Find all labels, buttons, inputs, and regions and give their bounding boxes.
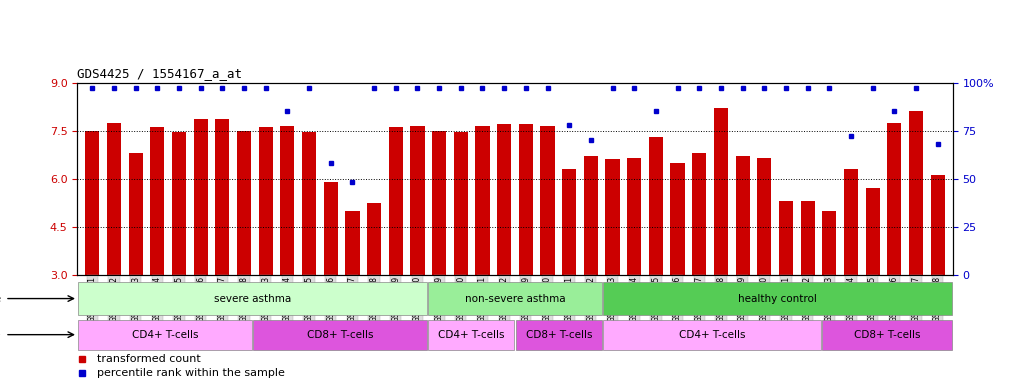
Bar [584,156,597,275]
Bar [410,126,424,275]
Bar [757,158,771,275]
Bar [649,137,663,275]
Text: non-severe asthma: non-severe asthma [465,293,565,304]
Bar [800,201,815,275]
Bar [604,282,952,315]
Bar [671,162,685,275]
Bar [604,319,821,350]
Bar [562,169,576,275]
Bar [107,122,122,275]
Bar [85,131,100,275]
Bar [253,319,426,350]
Bar [714,108,728,275]
Bar [428,319,514,350]
Bar [172,132,186,275]
Bar [497,124,511,275]
Bar [822,319,952,350]
Text: CD4+ T-cells: CD4+ T-cells [679,329,746,340]
Bar [367,203,381,275]
Bar [78,319,251,350]
Bar [822,210,836,275]
Bar [215,119,230,275]
Bar [454,132,468,275]
Bar [428,282,602,315]
Text: severe asthma: severe asthma [214,293,291,304]
Text: GDS4425 / 1554167_a_at: GDS4425 / 1554167_a_at [77,67,242,80]
Bar [476,126,489,275]
Bar [844,169,858,275]
Bar [433,131,446,275]
Bar [779,201,793,275]
Text: CD4+ T-cells: CD4+ T-cells [132,329,198,340]
Text: CD4+ T-cells: CD4+ T-cells [438,329,505,340]
Bar [516,319,602,350]
Text: CD8+ T-cells: CD8+ T-cells [525,329,592,340]
Bar [519,124,533,275]
Bar [345,210,359,275]
Text: CD8+ T-cells: CD8+ T-cells [307,329,373,340]
Bar [930,175,945,275]
Bar [78,282,426,315]
Bar [388,127,403,275]
Bar [865,188,880,275]
Bar [323,182,338,275]
Bar [908,111,923,275]
Text: percentile rank within the sample: percentile rank within the sample [97,368,284,378]
Bar [129,153,143,275]
Bar [606,159,620,275]
Bar [280,126,295,275]
Text: CD8+ T-cells: CD8+ T-cells [854,329,921,340]
Bar [735,156,750,275]
Text: healthy control: healthy control [739,293,817,304]
Bar [541,126,554,275]
Bar [150,127,165,275]
Bar [259,127,273,275]
Bar [887,122,901,275]
Bar [692,153,707,275]
Bar [302,132,316,275]
Bar [237,131,251,275]
Text: transformed count: transformed count [97,354,200,364]
Bar [194,119,208,275]
Bar [627,158,642,275]
